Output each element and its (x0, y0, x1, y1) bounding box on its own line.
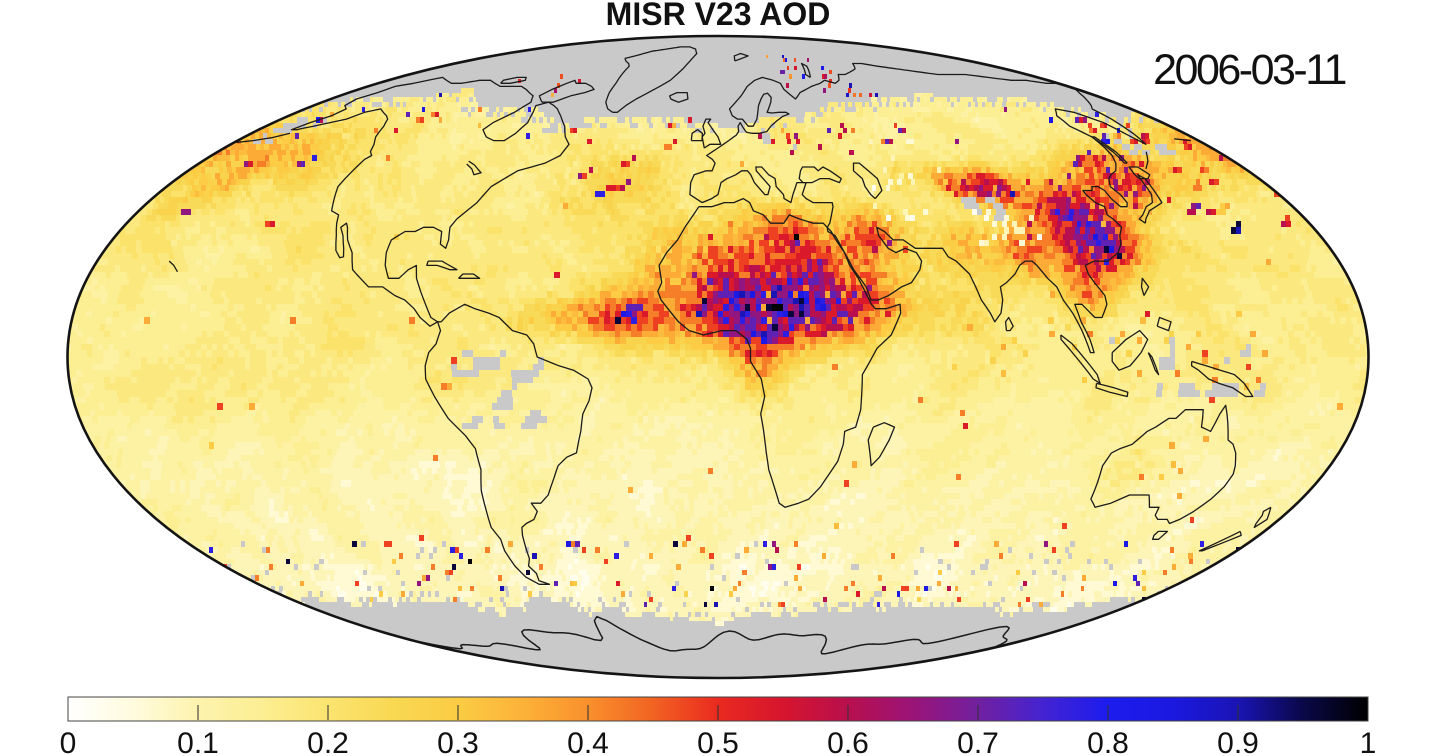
svg-text:2006-03-11: 2006-03-11 (1153, 46, 1345, 94)
svg-text:0: 0 (60, 727, 77, 756)
svg-text:1: 1 (1360, 727, 1377, 756)
svg-text:0.6: 0.6 (827, 727, 869, 756)
svg-text:0.7: 0.7 (957, 727, 999, 756)
svg-text:0.2: 0.2 (307, 727, 349, 756)
svg-text:0.8: 0.8 (1087, 727, 1129, 756)
svg-text:0.9: 0.9 (1217, 727, 1259, 756)
svg-text:0.5: 0.5 (697, 727, 739, 756)
svg-text:0.4: 0.4 (567, 727, 609, 756)
svg-text:MISR V23 AOD: MISR V23 AOD (606, 0, 831, 32)
svg-text:0.1: 0.1 (177, 727, 219, 756)
svg-text:0.3: 0.3 (437, 727, 479, 756)
